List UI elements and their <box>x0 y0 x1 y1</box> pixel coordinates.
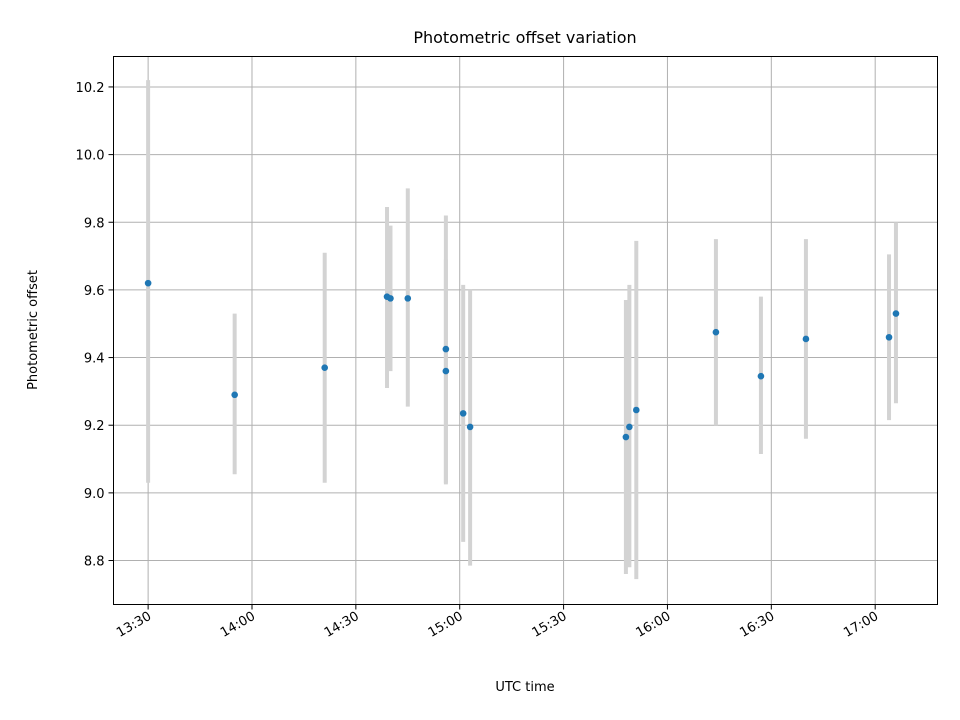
data-point <box>892 310 900 317</box>
x-tick-label: 13:30 <box>114 609 154 641</box>
y-tick-label: 9.2 <box>84 419 105 434</box>
x-tick-label: 16:00 <box>634 609 674 641</box>
data-point <box>442 345 450 353</box>
data-point <box>442 367 450 375</box>
plot-frame <box>113 56 938 605</box>
data-point <box>466 423 474 431</box>
x-tick-label: 16:30 <box>737 609 777 641</box>
grid <box>113 56 938 605</box>
x-tick-label: 17:00 <box>841 609 881 641</box>
y-tick-label: 8.8 <box>84 555 105 570</box>
y-tick-label: 9.4 <box>84 352 105 367</box>
data-point <box>231 391 238 399</box>
data-point <box>144 279 152 287</box>
chart-title: Photometric offset variation <box>413 28 636 47</box>
data-point <box>321 364 328 372</box>
y-axis-label: Photometric offset <box>26 270 41 390</box>
data-point <box>622 433 630 441</box>
data-point <box>626 423 633 431</box>
data-point <box>885 333 893 341</box>
data-point <box>712 328 720 336</box>
x-tick-label: 15:30 <box>530 609 570 641</box>
y-tick-label: 9.8 <box>84 216 105 231</box>
y-tick-label: 9.6 <box>84 284 105 299</box>
data-point <box>802 335 810 343</box>
data-points <box>144 279 900 441</box>
data-point <box>404 295 412 302</box>
data-point <box>632 406 640 414</box>
data-point <box>459 410 467 417</box>
x-tick-label: 15:00 <box>426 609 466 641</box>
y-tick-label: 9.0 <box>84 487 105 502</box>
x-tick-label: 14:00 <box>218 609 258 641</box>
data-point <box>387 295 394 302</box>
x-tick-label: 14:30 <box>322 609 362 641</box>
y-tick-label: 10.0 <box>76 149 105 164</box>
x-axis-label: UTC time <box>495 680 554 695</box>
y-tick-label: 10.2 <box>76 81 105 96</box>
data-point <box>757 372 765 380</box>
